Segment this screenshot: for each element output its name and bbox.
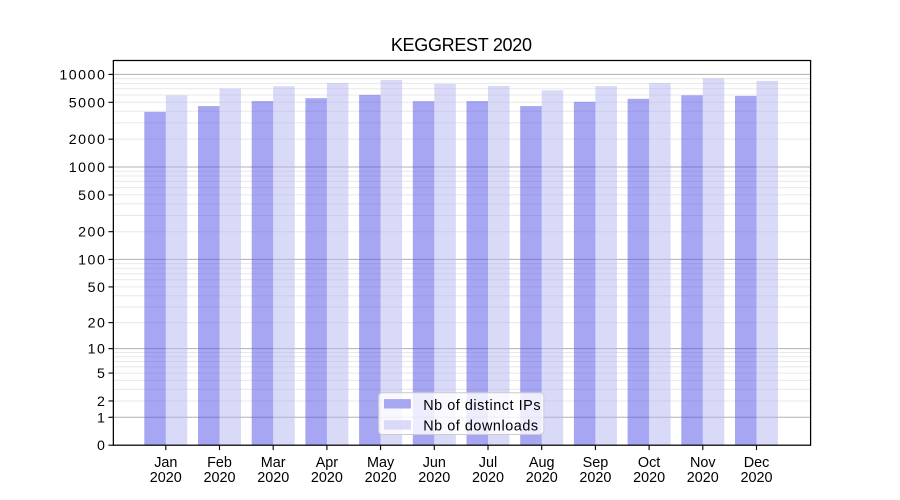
svg-text:100: 100 <box>78 252 106 268</box>
svg-text:Mar: Mar <box>261 455 286 471</box>
svg-text:2020: 2020 <box>311 470 343 486</box>
svg-text:Nb of downloads: Nb of downloads <box>423 419 538 435</box>
svg-text:2020: 2020 <box>203 470 235 486</box>
svg-text:Nb of distinct IPs: Nb of distinct IPs <box>423 398 541 414</box>
svg-text:2020: 2020 <box>472 470 504 486</box>
svg-text:200: 200 <box>78 225 106 241</box>
svg-text:0: 0 <box>97 438 106 454</box>
svg-text:2020: 2020 <box>579 470 611 486</box>
svg-text:Jun: Jun <box>423 455 446 471</box>
svg-text:May: May <box>367 455 395 471</box>
svg-text:Sep: Sep <box>583 455 609 471</box>
svg-text:Apr: Apr <box>316 455 339 471</box>
svg-text:2020: 2020 <box>633 470 665 486</box>
svg-text:2020: 2020 <box>526 470 558 486</box>
svg-text:1: 1 <box>97 410 106 426</box>
svg-text:10000: 10000 <box>59 67 106 83</box>
svg-text:2020: 2020 <box>365 470 397 486</box>
svg-text:500: 500 <box>78 188 106 204</box>
svg-text:5000: 5000 <box>69 95 107 111</box>
svg-text:Oct: Oct <box>638 455 660 471</box>
svg-text:2000: 2000 <box>69 132 107 148</box>
svg-text:2020: 2020 <box>257 470 289 486</box>
svg-text:50: 50 <box>88 280 107 296</box>
svg-text:10: 10 <box>88 342 107 358</box>
svg-text:2020: 2020 <box>150 470 182 486</box>
svg-text:5: 5 <box>97 366 106 382</box>
svg-text:2020: 2020 <box>687 470 719 486</box>
svg-text:2: 2 <box>97 394 106 410</box>
svg-text:Dec: Dec <box>744 455 770 471</box>
svg-text:Feb: Feb <box>207 455 232 471</box>
svg-text:1000: 1000 <box>69 160 107 176</box>
svg-text:Jan: Jan <box>154 455 177 471</box>
svg-text:2020: 2020 <box>418 470 450 486</box>
svg-text:Nov: Nov <box>690 455 716 471</box>
svg-text:Jul: Jul <box>479 455 497 471</box>
svg-text:2020: 2020 <box>740 470 772 486</box>
svg-text:Aug: Aug <box>529 455 555 471</box>
svg-text:KEGGREST 2020: KEGGREST 2020 <box>391 35 532 55</box>
svg-text:20: 20 <box>88 316 107 332</box>
